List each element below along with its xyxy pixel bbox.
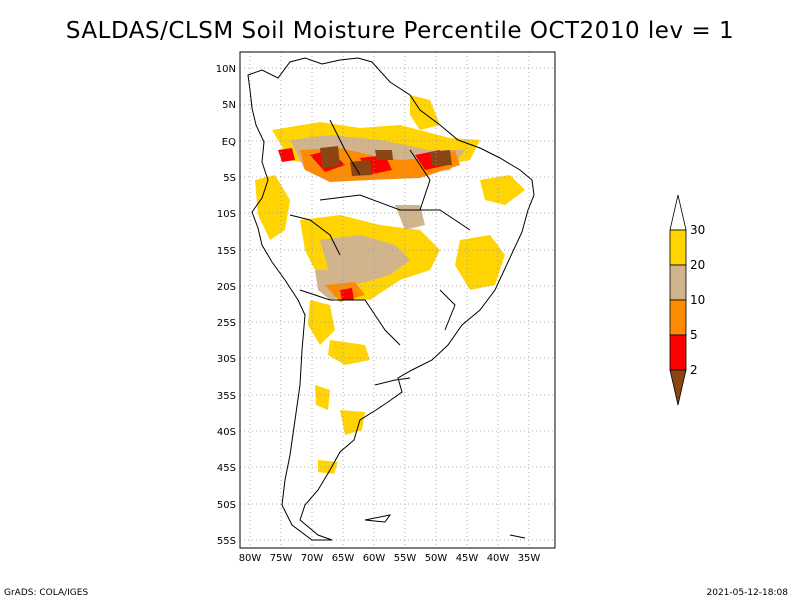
graticule: [240, 52, 555, 548]
lat-tick-label: 55S: [217, 536, 236, 547]
colorbar-label: 10: [690, 293, 705, 307]
lat-tick-label: 40S: [217, 427, 236, 438]
colorbar: [669, 194, 687, 406]
coastline: [247, 57, 535, 541]
lat-tick-label: 15S: [217, 246, 236, 257]
map-title: SALDAS/CLSM Soil Moisture Percentile OCT…: [65, 18, 735, 44]
colorbar-label: 30: [690, 223, 705, 237]
colorbar-segment-10-20: [669, 264, 687, 301]
map-frame: [239, 51, 556, 549]
lon-tick-label: 80W: [239, 553, 262, 564]
lat-tick-label: 45S: [217, 463, 236, 474]
colorbar-label: 2: [690, 363, 698, 377]
colorbar-label: 20: [690, 258, 705, 272]
lat-tick-label: 25S: [217, 318, 236, 329]
colorbar-segment-5-10: [669, 299, 687, 336]
lat-tick-label: 5S: [223, 173, 236, 184]
lat-tick-label: 35S: [217, 391, 236, 402]
lat-tick-label: 20S: [217, 282, 236, 293]
lon-tick-label: 60W: [363, 553, 386, 564]
lat-tick-label: 5N: [222, 100, 236, 111]
lon-tick-label: 50W: [425, 553, 448, 564]
lat-axis: 10N 5N EQ 5S 10S 15S 20S 25S 30S 35S 40S…: [216, 64, 236, 547]
colorbar-label: 5: [690, 328, 698, 342]
colorbar-segment-20-30: [669, 229, 687, 266]
lon-tick-label: 65W: [332, 553, 355, 564]
lon-tick-label: 75W: [270, 553, 293, 564]
lat-tick-label: 10S: [217, 209, 236, 220]
lon-tick-label: 40W: [487, 553, 510, 564]
colorbar-labels: 30 20 10 5 2: [690, 223, 705, 377]
lon-tick-label: 35W: [518, 553, 541, 564]
lon-tick-label: 55W: [394, 553, 417, 564]
lon-tick-label: 70W: [301, 553, 324, 564]
colorbar-segment-2-5: [669, 334, 687, 371]
footer-credit: GrADS: COLA/IGES: [4, 588, 89, 598]
lat-tick-label: 30S: [217, 354, 236, 365]
lon-axis: 80W 75W 70W 65W 60W 55W 50W 45W 40W 35W: [239, 553, 541, 564]
footer-timestamp: 2021-05-12-18:08: [706, 588, 789, 598]
colorbar-segment-below2: [669, 369, 687, 406]
lat-tick-label: 50S: [217, 500, 236, 511]
lat-tick-label: EQ: [222, 137, 236, 148]
lon-tick-label: 45W: [456, 553, 479, 564]
lat-tick-label: 10N: [216, 64, 236, 75]
colorbar-segment-above30: [669, 194, 687, 231]
